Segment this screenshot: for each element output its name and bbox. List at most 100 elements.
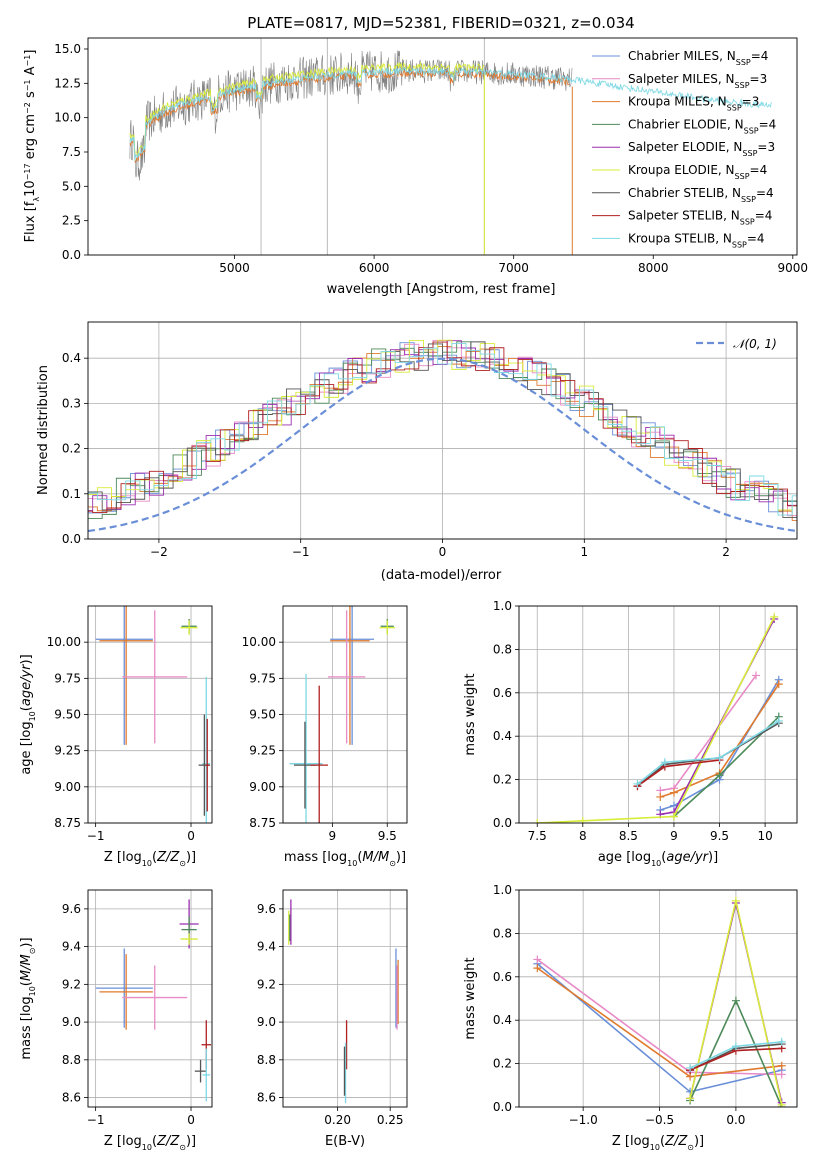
axes-age_vs_Z: −1 0 8.75 9.00 9.25 9.50 9.75 10.00 Z [log10(Z/Z… — [19, 605, 213, 868]
y-tick-label: 0.6 — [493, 970, 512, 984]
y-tick-label: 1.0 — [493, 599, 512, 613]
x-tick-label: 8000 — [638, 261, 669, 275]
axes-spectrum: 5000 6000 7000 8000 9000 0.0 2.5 5.0 7.5 10.0 12.5… — [23, 37, 808, 297]
series-marker — [660, 758, 669, 767]
axes-mass_vs_EBV: 0.20 0.25 8.6 8.8 9.0 9.2 9.4 9.6 E(B-V) — [257, 889, 408, 1149]
y-axis-label: mass weight — [463, 673, 478, 755]
data-point — [202, 1048, 211, 1102]
y-axis-label: age [log10(age/yr)] — [19, 654, 37, 774]
y-tick-label: 0.8 — [493, 642, 512, 656]
axes-frame — [518, 889, 798, 1108]
y-tick-label: 9.6 — [257, 902, 276, 916]
axes-frame — [518, 605, 798, 824]
legend-entry: Chabrier MILES, NSSP=4 — [628, 49, 768, 67]
x-axis-label: Z [log10(Z/Z⊙)] — [104, 1134, 196, 1152]
y-tick-label: 9.4 — [62, 940, 81, 954]
series-path — [636, 722, 780, 787]
series-marker — [633, 779, 642, 788]
data-point — [122, 965, 188, 1030]
x-axis-label: mass [log10(M/M⊙)] — [284, 850, 406, 868]
legend: Chabrier MILES, NSSP=4 Salpeter MILES, NS… — [592, 49, 776, 249]
y-tick-label: 9.00 — [249, 780, 276, 794]
data-point — [330, 606, 370, 745]
legend-entry: 𝒩(0, 1) — [733, 337, 777, 351]
y-tick-label: 9.0 — [257, 1015, 276, 1029]
plot-area-massweight_vs_Z — [533, 896, 786, 1107]
data-point — [95, 606, 153, 745]
series-marker — [686, 1063, 695, 1072]
x-tick-label: 2 — [722, 545, 730, 559]
y-tick-label: 9.2 — [257, 977, 276, 991]
y-tick-label: 9.4 — [257, 940, 276, 954]
axes-mass_vs_Z: −1 0 8.6 8.8 9.0 9.2 9.4 9.6 Z [log10(Z/Z⊙)] mass… — [19, 889, 213, 1152]
x-tick-label: 0 — [187, 829, 195, 843]
y-tick-label: 8.75 — [54, 816, 81, 830]
plot-area-residuals — [88, 339, 797, 533]
y-tick-label: 9.50 — [54, 708, 81, 722]
x-tick-label: 9.5 — [710, 829, 729, 843]
y-axis-label: mass [log10(M/M⊙)] — [19, 937, 37, 1059]
x-tick-label: 8.5 — [619, 829, 638, 843]
series-line — [686, 1037, 786, 1072]
data-point — [180, 933, 198, 945]
x-tick-label: 0 — [439, 545, 447, 559]
x-tick-label: 6000 — [359, 261, 390, 275]
data-point — [122, 610, 188, 744]
histogram-step — [88, 339, 797, 511]
axes-massweight_vs_Z: −1.0 −0.5 0.0 0.0 0.2 0.4 0.6 0.8 1.0 Z [log10(Z/… — [463, 883, 798, 1152]
y-tick-label: 8.8 — [62, 1053, 81, 1067]
y-tick-label: 0.0 — [62, 532, 81, 546]
y-tick-label: 8.6 — [62, 1091, 81, 1105]
x-axis-label: E(B-V) — [325, 1134, 365, 1149]
x-tick-label: 9 — [670, 829, 678, 843]
plot-area-age_vs_mass — [289, 606, 395, 823]
series-marker — [770, 612, 779, 621]
x-tick-label: 0 — [187, 1113, 195, 1127]
series-marker — [774, 717, 783, 726]
series-marker — [686, 1094, 695, 1103]
x-axis-label: Z [log10(Z/Z⊙)] — [104, 850, 196, 868]
histogram-step — [88, 340, 797, 512]
data-point — [180, 620, 198, 635]
model-spectrum — [129, 61, 485, 158]
data-point — [379, 620, 395, 635]
histogram-step — [88, 343, 797, 516]
legend-entry: Chabrier STELIB, NSSP=4 — [628, 186, 774, 204]
series-marker — [669, 812, 678, 821]
x-tick-label: −2 — [150, 545, 168, 559]
y-tick-label: 2.5 — [62, 214, 81, 228]
x-tick-label: 0.0 — [726, 1113, 745, 1127]
y-tick-label: 7.5 — [62, 145, 81, 159]
series-line — [533, 612, 779, 823]
series-marker — [533, 955, 542, 964]
y-tick-label: 0.2 — [493, 1057, 512, 1071]
series-marker — [578, 816, 587, 823]
x-axis-label: Z [log10(Z/Z⊙)] — [612, 1134, 704, 1152]
y-tick-label: 9.00 — [54, 780, 81, 794]
y-tick-label: 10.0 — [54, 111, 81, 125]
y-tick-label: 0.0 — [62, 248, 81, 262]
x-tick-label: 9 — [329, 829, 337, 843]
y-tick-label: 0.2 — [493, 773, 512, 787]
series-line — [686, 896, 786, 1107]
data-point — [95, 948, 153, 1028]
plot-area-spectrum — [129, 38, 772, 255]
x-axis-label: (data-model)/error — [381, 568, 502, 583]
y-tick-label: 0.3 — [62, 396, 81, 410]
y-tick-label: 9.2 — [62, 977, 81, 991]
figure-title: PLATE=0817, MJD=52381, FIBERID=0321, z=0… — [247, 14, 634, 32]
observed-spectrum — [129, 50, 573, 181]
data-point — [205, 718, 210, 812]
series-marker — [777, 1100, 786, 1107]
series-marker — [777, 1070, 786, 1079]
y-tick-label: 12.5 — [54, 76, 81, 90]
y-tick-label: 15.0 — [54, 42, 81, 56]
y-axis-label: Flux [fλ10−17 erg cm−2 s−1 A−1] — [23, 50, 41, 243]
y-axis-label: mass weight — [463, 957, 478, 1039]
y-tick-label: 0.0 — [493, 816, 512, 830]
series-marker — [731, 896, 740, 905]
x-tick-label: −1.0 — [569, 1113, 598, 1127]
y-axis-label: Normed distribution — [36, 365, 51, 495]
y-tick-label: 9.50 — [249, 708, 276, 722]
plot-area-mass_vs_EBV — [288, 899, 399, 1104]
